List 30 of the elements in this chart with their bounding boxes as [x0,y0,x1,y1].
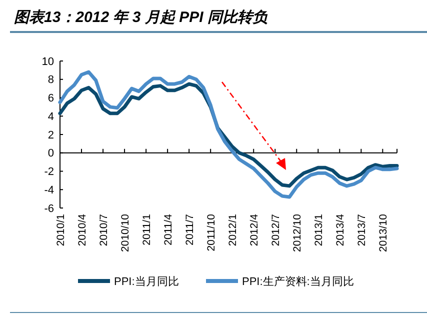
x-tick-label: 2011/4 [162,214,175,246]
x-tick-label: 2013/7 [356,214,368,246]
x-tick-label: 2012/4 [248,214,261,246]
y-tick-label: 6 [48,92,54,105]
y-tick-label: 0 [48,148,54,160]
x-tick-label: 2010/7 [98,214,110,246]
y-tick-label: -6 [44,202,54,215]
x-tick-label: 2013/10 [378,214,390,252]
x-tick-label: 2013/4 [334,214,347,246]
x-tick-label: 2011/10 [206,214,218,252]
line-series [58,82,399,188]
y-tick-label: -2 [44,166,54,178]
x-tick-label: 2011/1 [141,214,154,246]
x-tick-label: 2010/4 [76,214,89,246]
y-tick-label: 4 [48,110,54,123]
x-tick-label: 2013/1 [313,214,326,246]
x-tick-label: 2012/10 [292,214,304,252]
x-tick-label: 2010/10 [120,214,132,252]
y-tick-label: -4 [44,184,54,196]
y-tick-label: 10 [42,56,54,68]
line-series [58,70,399,199]
chart-title: 图表13：2012 年 3 月起 PPI 同比转负 [14,9,268,26]
y-tick-label: 2 [48,129,54,142]
x-tick-label: 2012/1 [227,214,240,246]
x-tick-label: 2010/1 [55,214,67,246]
y-tick-label: 8 [48,74,54,86]
x-tick-label: 2012/7 [270,214,282,246]
x-tick-label: 2011/7 [184,214,196,246]
legend-label: PPI:生产资料:当月同比 [242,274,354,288]
legend-label: PPI:当月同比 [114,274,179,288]
